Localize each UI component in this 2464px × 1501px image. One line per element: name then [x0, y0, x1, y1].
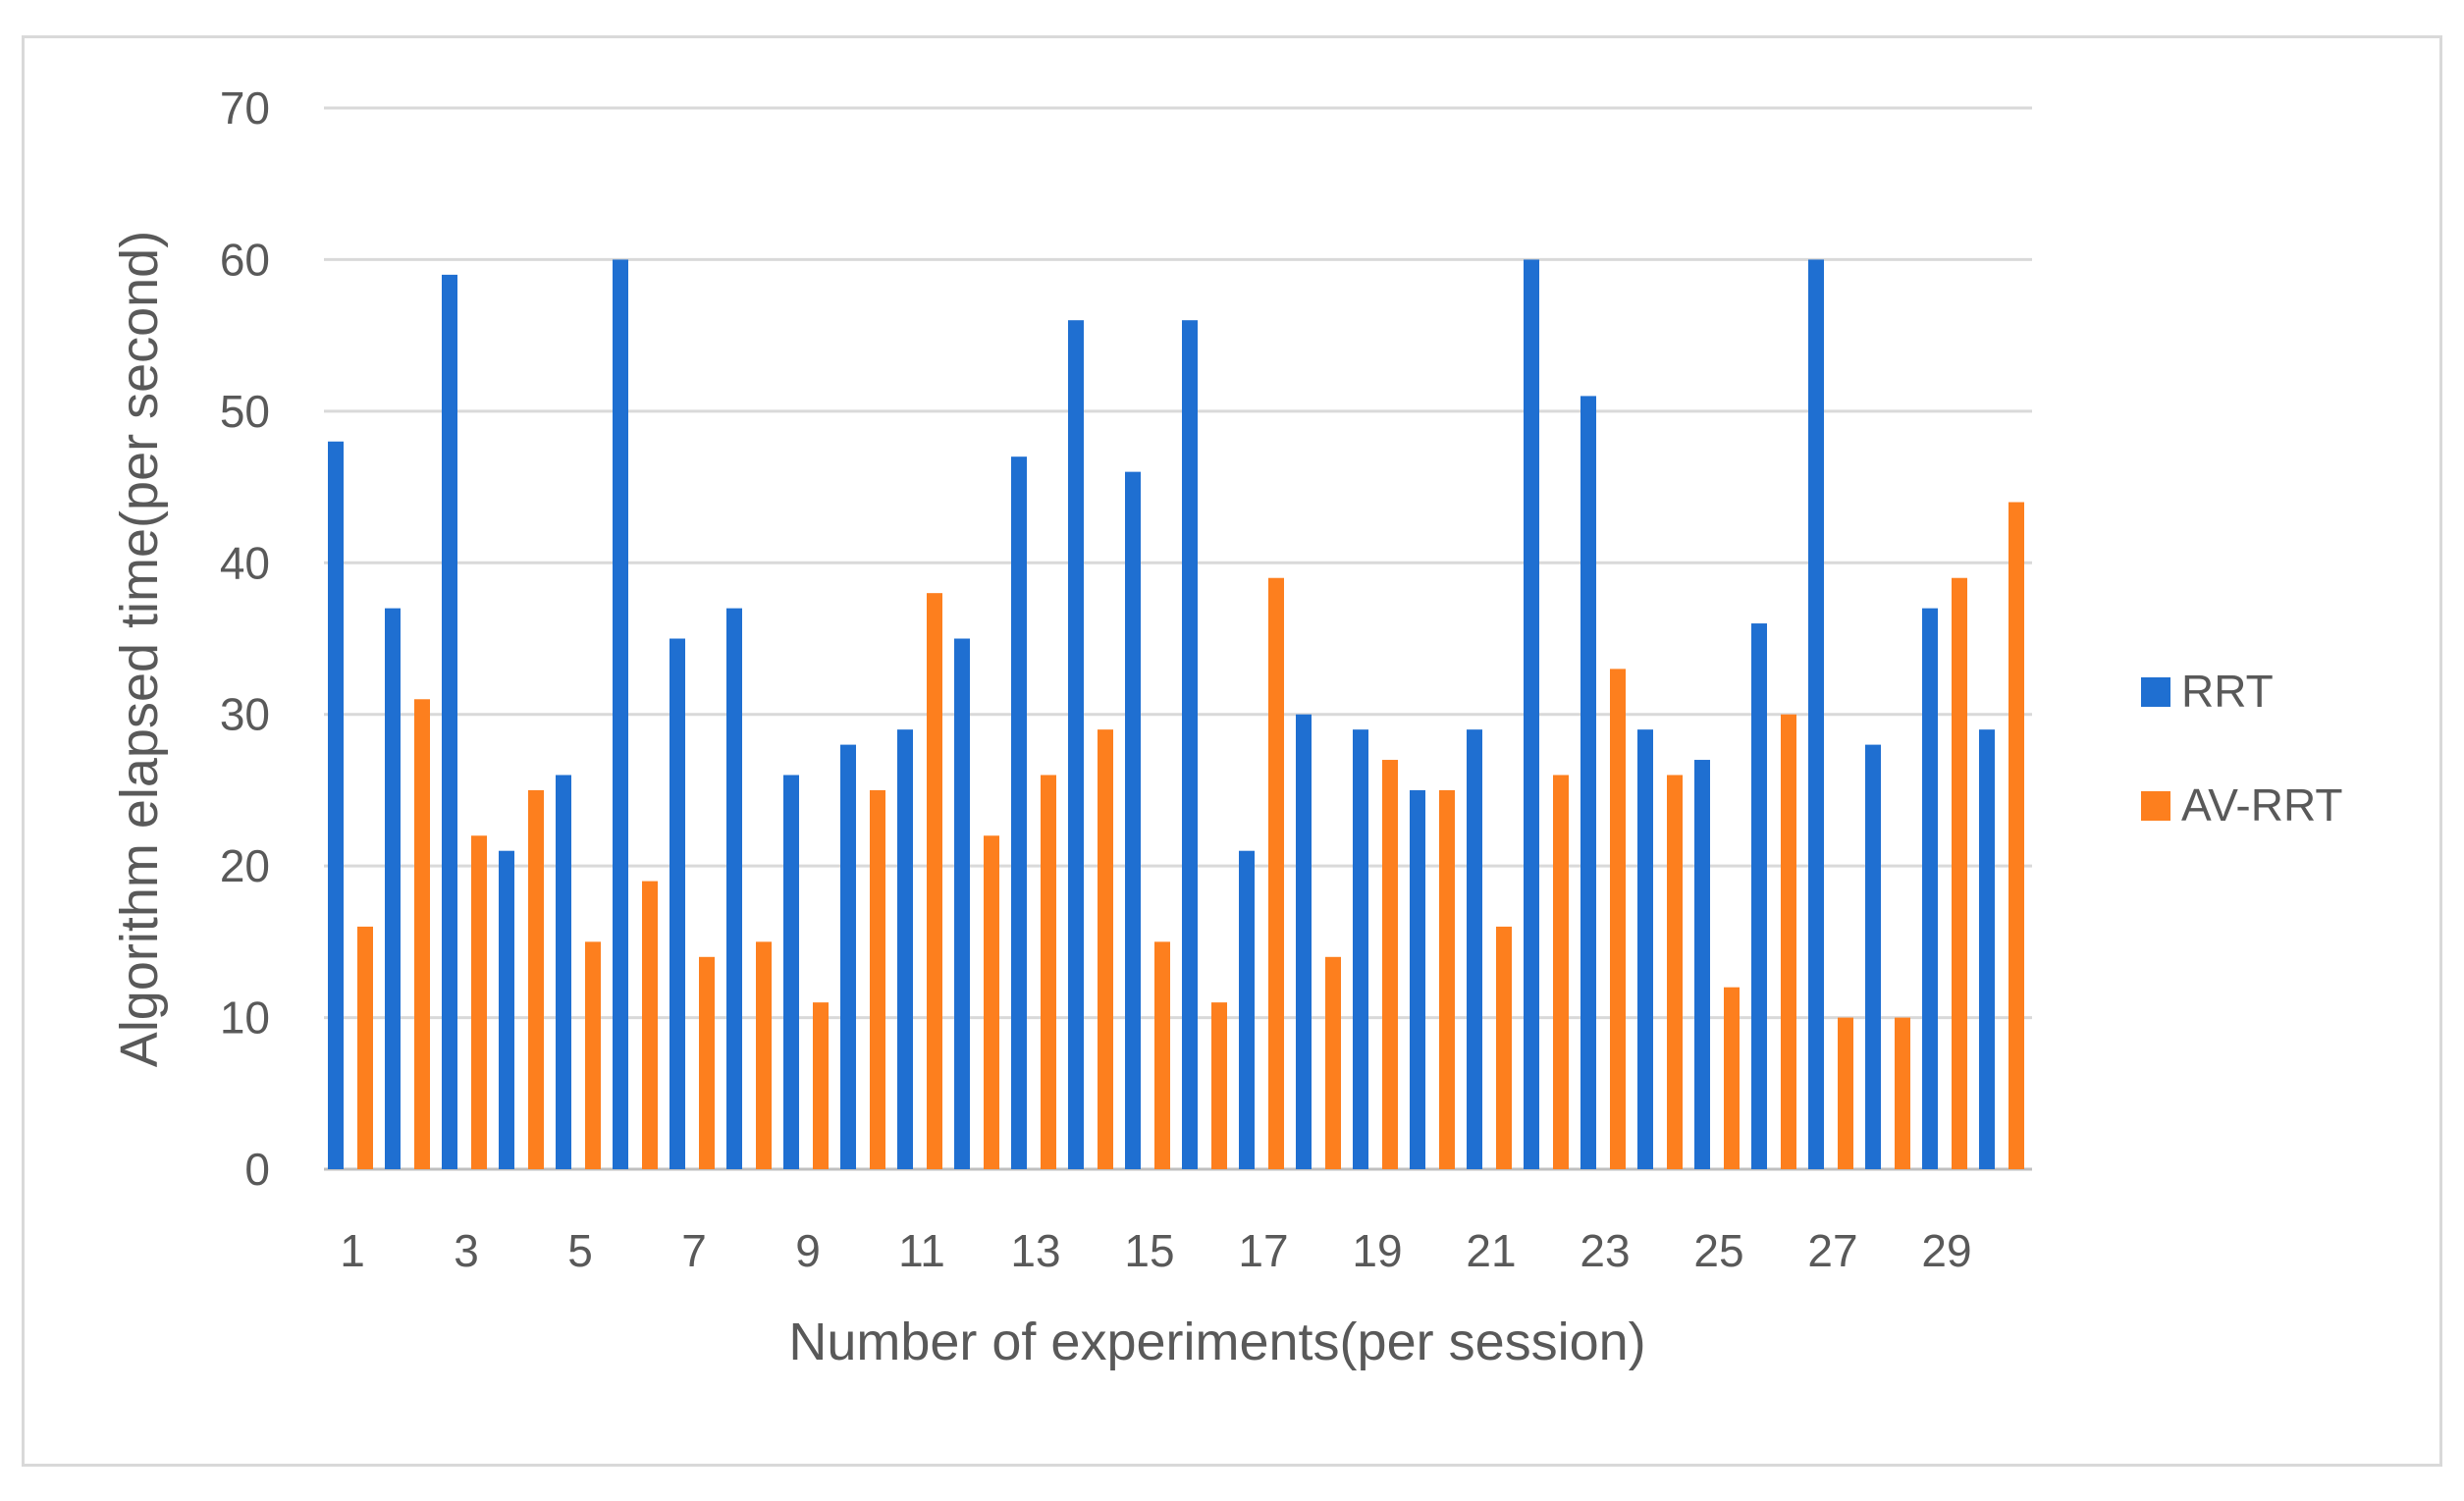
y-axis-title: Algorithm elapsed time(per second): [110, 231, 169, 1067]
bar-rrt-27: [1808, 259, 1824, 1169]
bar-av-rrt-4: [528, 789, 544, 1169]
x-tick-label: 3: [454, 1225, 479, 1276]
x-tick-label: 7: [681, 1225, 707, 1276]
x-tick-label: 25: [1693, 1225, 1743, 1276]
bar-rrt-22: [1524, 259, 1539, 1169]
bars: [328, 259, 2024, 1170]
bar-av-rrt-8: [756, 941, 772, 1169]
x-tick-label: 1: [340, 1225, 365, 1276]
legend-swatch-rrt: [2141, 677, 2170, 707]
bar-rrt-17: [1239, 850, 1255, 1169]
x-tick-label: 9: [795, 1225, 821, 1276]
x-tick-label: 15: [1124, 1225, 1174, 1276]
bar-rrt-13: [1011, 456, 1027, 1170]
legend-swatch-av-rrt: [2141, 791, 2170, 821]
bar-rrt-5: [556, 775, 571, 1169]
bar-av-rrt-20: [1439, 789, 1455, 1169]
bar-av-rrt-24: [1667, 775, 1683, 1169]
x-tick-label: 5: [567, 1225, 593, 1276]
bar-rrt-4: [499, 850, 514, 1169]
bar-av-rrt-19: [1382, 760, 1398, 1169]
bar-rrt-12: [954, 638, 970, 1169]
bar-av-rrt-17: [1268, 577, 1284, 1169]
y-tick-label: 70: [220, 82, 270, 134]
x-tick-label: 11: [898, 1225, 945, 1276]
bar-av-rrt-16: [1211, 1002, 1227, 1169]
y-tick-label: 50: [220, 386, 270, 437]
bar-rrt-20: [1410, 789, 1425, 1169]
bar-av-rrt-30: [2009, 502, 2024, 1169]
x-axis-tick-labels: 1 3 5 7 9 11 13 15 17 19 21 23 25 27 29: [340, 1225, 1971, 1276]
bar-av-rrt-18: [1325, 956, 1341, 1169]
bar-av-rrt-2: [414, 699, 430, 1169]
x-tick-label: 21: [1466, 1225, 1516, 1276]
bar-rrt-16: [1182, 320, 1198, 1169]
x-tick-label: 29: [1921, 1225, 1971, 1276]
bar-rrt-3: [442, 274, 457, 1169]
bar-rrt-23: [1580, 396, 1596, 1169]
y-tick-label: 60: [220, 234, 270, 285]
bar-av-rrt-6: [642, 881, 658, 1169]
bar-rrt-11: [897, 729, 913, 1169]
bar-rrt-19: [1353, 729, 1368, 1169]
bar-rrt-2: [385, 608, 401, 1169]
bar-av-rrt-3: [471, 835, 487, 1169]
bar-av-rrt-10: [870, 789, 885, 1169]
x-tick-label: 17: [1238, 1225, 1288, 1276]
y-tick-label: 10: [220, 992, 270, 1044]
bar-av-rrt-25: [1724, 987, 1740, 1169]
bar-av-rrt-14: [1098, 729, 1113, 1169]
bar-rrt-10: [840, 744, 856, 1169]
legend: RRT AV-RRT: [2141, 666, 2342, 831]
bar-av-rrt-1: [357, 926, 373, 1169]
bar-rrt-26: [1751, 623, 1767, 1169]
bar-rrt-29: [1922, 608, 1938, 1169]
bar-rrt-30: [1979, 729, 1995, 1169]
bar-av-rrt-15: [1154, 941, 1170, 1169]
bar-av-rrt-11: [927, 593, 942, 1169]
y-tick-label: 30: [220, 689, 270, 740]
y-tick-label: 20: [220, 840, 270, 891]
legend-label-av-rrt: AV-RRT: [2181, 779, 2342, 831]
x-tick-label: 13: [1010, 1225, 1060, 1276]
gridlines: [324, 106, 2032, 1171]
x-axis-title: Number of experiments(per session): [788, 1313, 1645, 1371]
bar-rrt-8: [726, 608, 742, 1169]
legend-label-rrt: RRT: [2181, 666, 2274, 717]
bar-av-rrt-7: [699, 956, 715, 1169]
bar-av-rrt-29: [1952, 577, 1967, 1169]
bar-av-rrt-22: [1553, 775, 1569, 1169]
bar-rrt-28: [1865, 744, 1881, 1169]
bar-rrt-25: [1694, 760, 1710, 1169]
bar-av-rrt-9: [813, 1002, 829, 1169]
bar-rrt-6: [613, 259, 628, 1169]
bar-rrt-15: [1125, 471, 1141, 1170]
x-tick-label: 19: [1352, 1225, 1402, 1276]
bar-rrt-7: [670, 638, 685, 1169]
bar-av-rrt-27: [1838, 1017, 1853, 1169]
y-axis-tick-labels: 0 10 20 30 40 50 60 70: [220, 82, 270, 1195]
bar-av-rrt-13: [1041, 775, 1056, 1169]
bar-rrt-18: [1296, 714, 1312, 1169]
y-tick-label: 0: [244, 1144, 270, 1195]
bar-rrt-9: [783, 775, 799, 1169]
x-tick-label: 27: [1807, 1225, 1857, 1276]
x-tick-label: 23: [1580, 1225, 1630, 1276]
y-tick-label: 40: [220, 537, 270, 588]
bar-rrt-24: [1637, 729, 1653, 1169]
bar-av-rrt-12: [984, 835, 999, 1169]
bar-av-rrt-26: [1781, 714, 1796, 1169]
bar-rrt-1: [328, 441, 344, 1169]
bar-av-rrt-21: [1496, 926, 1512, 1169]
bar-rrt-14: [1068, 320, 1084, 1169]
bar-av-rrt-5: [585, 941, 601, 1169]
bar-av-rrt-28: [1895, 1017, 1910, 1169]
bar-av-rrt-23: [1610, 669, 1626, 1169]
bar-rrt-21: [1467, 729, 1482, 1169]
